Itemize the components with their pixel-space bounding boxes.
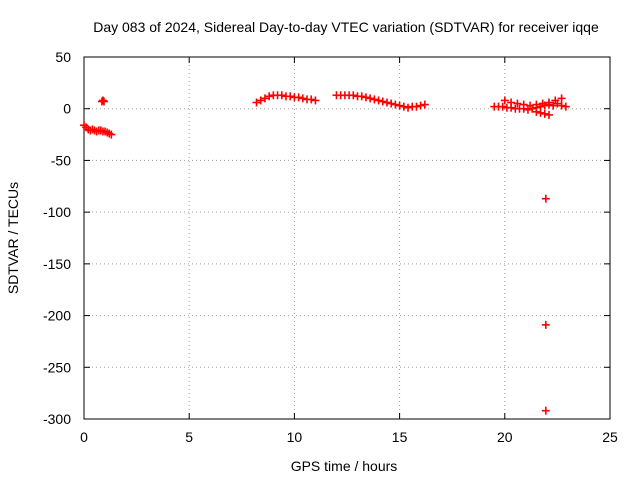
data-point (391, 100, 400, 109)
data-point (523, 105, 532, 114)
data-point (532, 107, 541, 116)
x-tick-label: 25 (602, 429, 618, 445)
data-point (366, 94, 375, 103)
data-point (519, 100, 528, 109)
data-point (526, 101, 535, 110)
data-point (298, 94, 307, 103)
data-point (294, 93, 303, 102)
x-tick-label: 0 (80, 429, 88, 445)
data-point (404, 103, 413, 112)
y-tick-label: 50 (55, 49, 71, 65)
y-tick-label: -200 (43, 308, 71, 324)
data-point (107, 130, 116, 139)
data-point (265, 92, 274, 101)
data-point (378, 97, 387, 106)
data-point (420, 100, 429, 109)
data-point (513, 99, 522, 108)
data-point (557, 94, 566, 103)
data-point (311, 96, 320, 105)
plot-frame (83, 56, 611, 420)
data-point (260, 94, 269, 103)
x-tick-label: 20 (497, 429, 513, 445)
y-tick-label: -50 (51, 152, 71, 168)
data-point (532, 100, 541, 109)
x-axis-label: GPS time / hours (291, 458, 398, 474)
data-point (277, 91, 286, 100)
y-tick-label: -100 (43, 204, 71, 220)
data-point (498, 102, 507, 111)
data-point (540, 109, 549, 118)
data-point (374, 96, 383, 105)
data-point (382, 98, 391, 107)
data-point (357, 92, 366, 101)
data-point (416, 101, 425, 110)
data-point (536, 108, 545, 117)
data-point (541, 320, 550, 329)
y-tick-label: 0 (63, 101, 71, 117)
data-point (252, 98, 261, 107)
chart-title: Day 083 of 2024, Sidereal Day-to-day VTE… (93, 19, 599, 35)
data-point (557, 101, 566, 110)
y-tick-label: -250 (43, 359, 71, 375)
data-point (549, 101, 558, 110)
data-point (507, 98, 516, 107)
data-point (541, 406, 550, 415)
y-tick-label: -300 (43, 411, 71, 427)
data-point (395, 101, 404, 110)
data-point (538, 99, 547, 108)
data-point (561, 102, 570, 111)
data-point (500, 96, 509, 105)
data-point (387, 99, 396, 108)
data-point (256, 96, 265, 105)
data-point (544, 110, 553, 119)
data-point (286, 92, 295, 101)
y-axis-label: SDTVAR / TECUs (5, 182, 21, 294)
data-points (80, 91, 570, 415)
x-tick-label: 5 (185, 429, 193, 445)
data-point (349, 91, 358, 100)
y-tick-label: -150 (43, 256, 71, 272)
data-point (541, 194, 550, 203)
data-point (544, 98, 553, 107)
x-tick-label: 10 (287, 429, 303, 445)
x-tick-label: 15 (392, 429, 408, 445)
grid-lines (84, 57, 610, 419)
data-point (412, 102, 421, 111)
data-point (307, 95, 316, 104)
x-axis: 0 5 10 15 20 25 (80, 57, 618, 445)
data-point (551, 96, 560, 105)
data-point (399, 102, 408, 111)
data-point (98, 96, 107, 105)
y-axis: 50 0 -50 -100 -150 -200 -250 -300 (43, 49, 610, 427)
data-point (99, 97, 108, 106)
data-point (361, 93, 370, 102)
data-point (370, 95, 379, 104)
